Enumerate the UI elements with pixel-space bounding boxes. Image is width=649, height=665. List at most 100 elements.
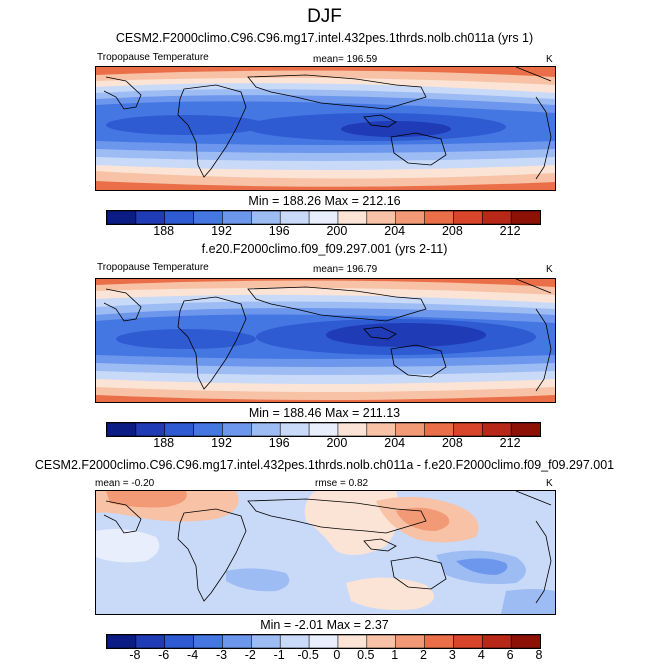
colorbar-swatch: [395, 423, 426, 436]
colorbar-swatch: [193, 423, 224, 436]
colorbar-tick-label: 192: [211, 224, 232, 238]
colorbar-swatch: [222, 211, 253, 224]
colorbar-swatch: [164, 423, 195, 436]
colorbar-swatch: [279, 423, 310, 436]
colorbar-swatch: [424, 635, 455, 648]
colorbar-swatch: [481, 635, 512, 648]
colorbar-tick-label: 3: [448, 648, 456, 662]
colorbar-swatch: [337, 423, 368, 436]
panel-3-coastlines: [103, 491, 552, 604]
colorbar-swatch: [424, 423, 455, 436]
colorbar-swatch: [481, 211, 512, 224]
panel-1-minmax: Min = 188.26 Max = 212.16: [248, 194, 401, 208]
colorbar-tick-label: 4: [477, 648, 485, 662]
colorbar-swatch: [510, 211, 540, 224]
colorbar-swatch: [279, 211, 310, 224]
panel-1-map: [95, 66, 556, 191]
colorbar-tick-label: -3: [215, 648, 228, 662]
colorbar-tick-label: 188: [153, 224, 175, 238]
colorbar-swatch: [222, 635, 253, 648]
colorbar-tick-label: -1: [273, 648, 285, 662]
colorbar-swatch: [366, 635, 397, 648]
colorbar-swatch: [395, 635, 426, 648]
panel-2-field-label: Tropopause Temperature: [97, 262, 209, 273]
panel-3-colorbar-labels: -8 -6 -4 -3 -2 -1 -0.5 0 0.5 1 2 3 4 6 8: [106, 648, 542, 664]
colorbar-swatch: [366, 423, 397, 436]
colorbar-swatch: [308, 423, 339, 436]
panel-3-colorbar: [106, 634, 541, 649]
colorbar-tick-label: -2: [244, 648, 256, 662]
colorbar-tick-label: 0: [333, 648, 341, 662]
colorbar-swatch: [135, 635, 166, 648]
colorbar-swatch: [164, 211, 195, 224]
colorbar-swatch: [453, 211, 484, 224]
colorbar-swatch: [164, 635, 195, 648]
panel-2-coastlines: [103, 279, 552, 392]
colorbar-swatch: [308, 635, 339, 648]
colorbar-swatch: [337, 635, 368, 648]
panel-2-map: [95, 278, 556, 403]
colorbar-swatch: [395, 211, 426, 224]
colorbar-swatch: [222, 423, 253, 436]
colorbar-swatch: [510, 423, 540, 436]
colorbar-tick-label: 204: [384, 224, 406, 238]
colorbar-swatch: [251, 635, 282, 648]
panel-2-field: [96, 279, 555, 402]
colorbar-swatch: [366, 211, 397, 224]
colorbar-tick-label: 6: [506, 648, 514, 662]
panel-3-minmax: Min = -2.01 Max = 2.37: [260, 618, 389, 632]
colorbar-swatch: [279, 635, 310, 648]
panel-1-units: K: [546, 54, 553, 65]
colorbar-swatch: [107, 635, 137, 648]
panel-3-mean: mean = -0.20: [95, 478, 155, 489]
colorbar-swatch: [453, 423, 484, 436]
colorbar-tick-label: 212: [499, 224, 521, 238]
season-title: DJF: [307, 6, 342, 27]
colorbar-swatch: [135, 423, 166, 436]
panel-2-units: K: [546, 264, 553, 275]
panel-2-mean: mean= 196.79: [313, 264, 378, 275]
colorbar-swatch: [510, 635, 540, 648]
colorbar-swatch: [107, 211, 137, 224]
colorbar-tick-label: 192: [211, 436, 232, 450]
panel-1-case-title: CESM2.F2000climo.C96.C96.mg17.intel.432p…: [115, 31, 534, 45]
colorbar-swatch: [337, 211, 368, 224]
panel-1-colorbar-labels: 188 192 196 200 204 208 212: [106, 224, 539, 240]
colorbar-tick-label: -0.5: [297, 648, 319, 662]
colorbar-swatch: [107, 423, 137, 436]
colorbar-tick-label: 196: [268, 224, 290, 238]
colorbar-tick-label: 200: [326, 224, 348, 238]
panel-2-colorbar-labels: 188 192 196 200 204 208 212: [106, 436, 539, 452]
colorbar-swatch: [453, 635, 484, 648]
colorbar-swatch: [251, 423, 282, 436]
colorbar-tick-label: -8: [129, 648, 141, 662]
colorbar-swatch: [308, 211, 339, 224]
panel-2-minmax: Min = 188.46 Max = 211.13: [248, 406, 401, 420]
colorbar-tick-label: 208: [441, 436, 463, 450]
colorbar-tick-label: 200: [326, 436, 348, 450]
panel-2-colorbar: [106, 422, 541, 437]
colorbar-tick-label: 212: [499, 436, 521, 450]
colorbar-swatch: [424, 211, 455, 224]
panel-1-coastlines: [103, 67, 552, 180]
colorbar-swatch: [251, 211, 282, 224]
colorbar-tick-label: -4: [187, 648, 199, 662]
panel-3-rmse: rmse = 0.82: [315, 478, 369, 489]
colorbar-swatch: [481, 423, 512, 436]
panel-1-colorbar: [106, 210, 541, 225]
panel-3-case-title: CESM2.F2000climo.C96.C96.mg17.intel.432p…: [34, 458, 615, 472]
colorbar-tick-label: 208: [441, 224, 463, 238]
colorbar-tick-label: 8: [535, 648, 543, 662]
colorbar-swatch: [135, 211, 166, 224]
panel-3-map: [95, 490, 556, 615]
colorbar-tick-label: 2: [420, 648, 427, 662]
colorbar-swatch: [193, 211, 224, 224]
panel-3-field: [96, 491, 555, 614]
colorbar-tick-label: 196: [268, 436, 290, 450]
panel-2-case-title: f.e20.F2000climo.f09_f09.297.001 (yrs 2-…: [201, 242, 448, 256]
colorbar-swatch: [193, 635, 224, 648]
panel-3-units: K: [546, 478, 553, 489]
colorbar-tick-label: -6: [158, 648, 170, 662]
colorbar-tick-label: 204: [384, 436, 406, 450]
panel-1-field-label: Tropopause Temperature: [97, 52, 209, 63]
